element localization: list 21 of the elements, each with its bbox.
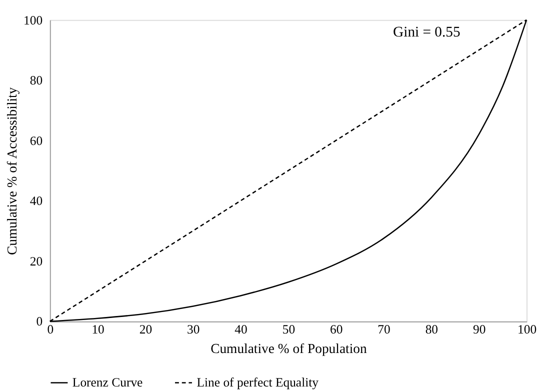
x-tick-label: 0 xyxy=(47,322,54,337)
annotation: Gini = 0.55 xyxy=(393,24,460,41)
x-tick-label: 40 xyxy=(234,322,248,337)
x-tick-label: 20 xyxy=(139,322,152,337)
y-tick-label: 40 xyxy=(30,194,43,208)
legend-label: Lorenz Curve xyxy=(72,376,144,390)
legend-label: Line of perfect Equality xyxy=(196,376,320,390)
x-tick-label: 70 xyxy=(378,322,390,337)
y-tick-label: 80 xyxy=(30,74,43,88)
x-tick-label: 100 xyxy=(517,322,537,337)
y-tick-label: 60 xyxy=(30,134,43,148)
x-tick-label: 60 xyxy=(330,322,343,337)
x-axis-title: Cumulative % of Population xyxy=(210,341,367,356)
y-tick-label: 100 xyxy=(23,13,43,28)
y-axis-title: Cumulative % of Accessibility xyxy=(4,87,20,255)
x-tick-label: 80 xyxy=(425,322,438,337)
x-tick-label: 90 xyxy=(472,322,486,337)
x-tick-label: 10 xyxy=(92,322,104,337)
x-tick-label: 50 xyxy=(282,322,296,337)
y-tick-label: 20 xyxy=(30,254,43,268)
x-tick-label: 30 xyxy=(187,322,200,337)
